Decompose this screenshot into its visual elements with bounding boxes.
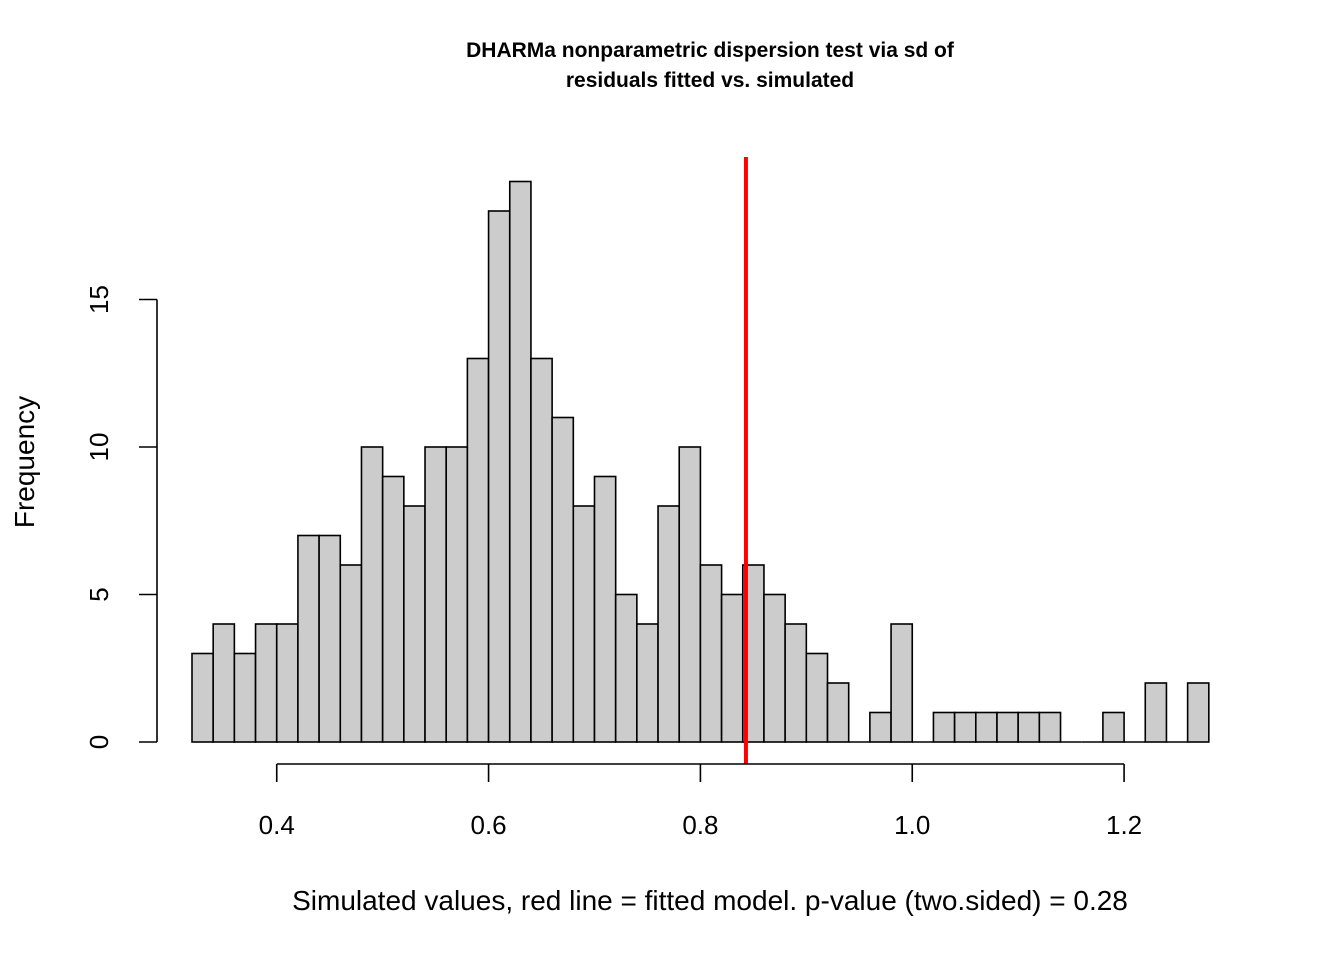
histogram-bar [233, 652, 257, 743]
histogram-bar [318, 534, 342, 743]
x-axis-label: Simulated values, red line = fitted mode… [292, 885, 1128, 916]
histogram-bar [254, 623, 278, 743]
histogram-bar [572, 505, 596, 743]
chart-title-line1: DHARMa nonparametric dispersion test via… [466, 39, 955, 62]
histogram-bar [191, 652, 214, 743]
y-tick-label: 10 [84, 433, 114, 462]
histogram-bar [805, 652, 829, 743]
y-tick-label: 5 [84, 587, 114, 601]
x-tick-label: 0.8 [682, 810, 718, 840]
histogram-bar [403, 505, 426, 743]
y-axis-label: Frequency [9, 396, 40, 528]
histogram-bar [551, 416, 575, 743]
histogram-bar [212, 623, 236, 743]
histogram-bar [339, 564, 363, 743]
histogram-bar [614, 593, 638, 743]
histogram-bar [593, 475, 617, 743]
histogram-bar [826, 682, 850, 743]
histogram-bar [1144, 682, 1168, 743]
x-axis: 0.4 0.6 0.8 1.0 1.2 [259, 763, 1142, 840]
histogram-bar [297, 534, 320, 743]
histogram-bar [1017, 711, 1041, 743]
histogram-bar [996, 711, 1019, 743]
histogram-bar [699, 564, 723, 743]
histogram-bar [763, 593, 786, 743]
histogram-bar [445, 446, 469, 743]
histogram-bar [360, 446, 384, 743]
histogram-bar [890, 623, 914, 743]
histogram-bar [974, 711, 998, 743]
histogram-bar [381, 475, 405, 743]
histogram-bar [932, 711, 956, 743]
x-tick-label: 1.0 [894, 810, 930, 840]
histogram-bar [636, 623, 659, 743]
histogram-bar [275, 623, 299, 743]
histogram-bar [1038, 711, 1062, 743]
histogram-bar [1102, 711, 1125, 743]
histogram-bar [508, 180, 532, 743]
y-tick-label: 15 [84, 285, 114, 314]
histogram-bar [657, 505, 681, 743]
x-tick-label: 1.2 [1106, 810, 1142, 840]
histogram-bar [487, 210, 511, 743]
histogram-bar [869, 711, 892, 743]
histogram-bar [530, 357, 553, 743]
histogram-bars [191, 180, 1210, 743]
y-axis: 0 5 10 15 [84, 285, 158, 749]
histogram-bar [720, 593, 744, 743]
x-tick-label: 0.6 [470, 810, 506, 840]
chart-title-line2: residuals fitted vs. simulated [566, 69, 854, 92]
histogram-bar [784, 623, 808, 743]
histogram-bar [953, 711, 977, 743]
histogram-bar [678, 446, 702, 743]
histogram-bar [1186, 682, 1210, 743]
histogram-bar [424, 446, 448, 743]
y-tick-label: 0 [84, 735, 114, 749]
histogram-bar [466, 357, 490, 743]
x-tick-label: 0.4 [259, 810, 295, 840]
